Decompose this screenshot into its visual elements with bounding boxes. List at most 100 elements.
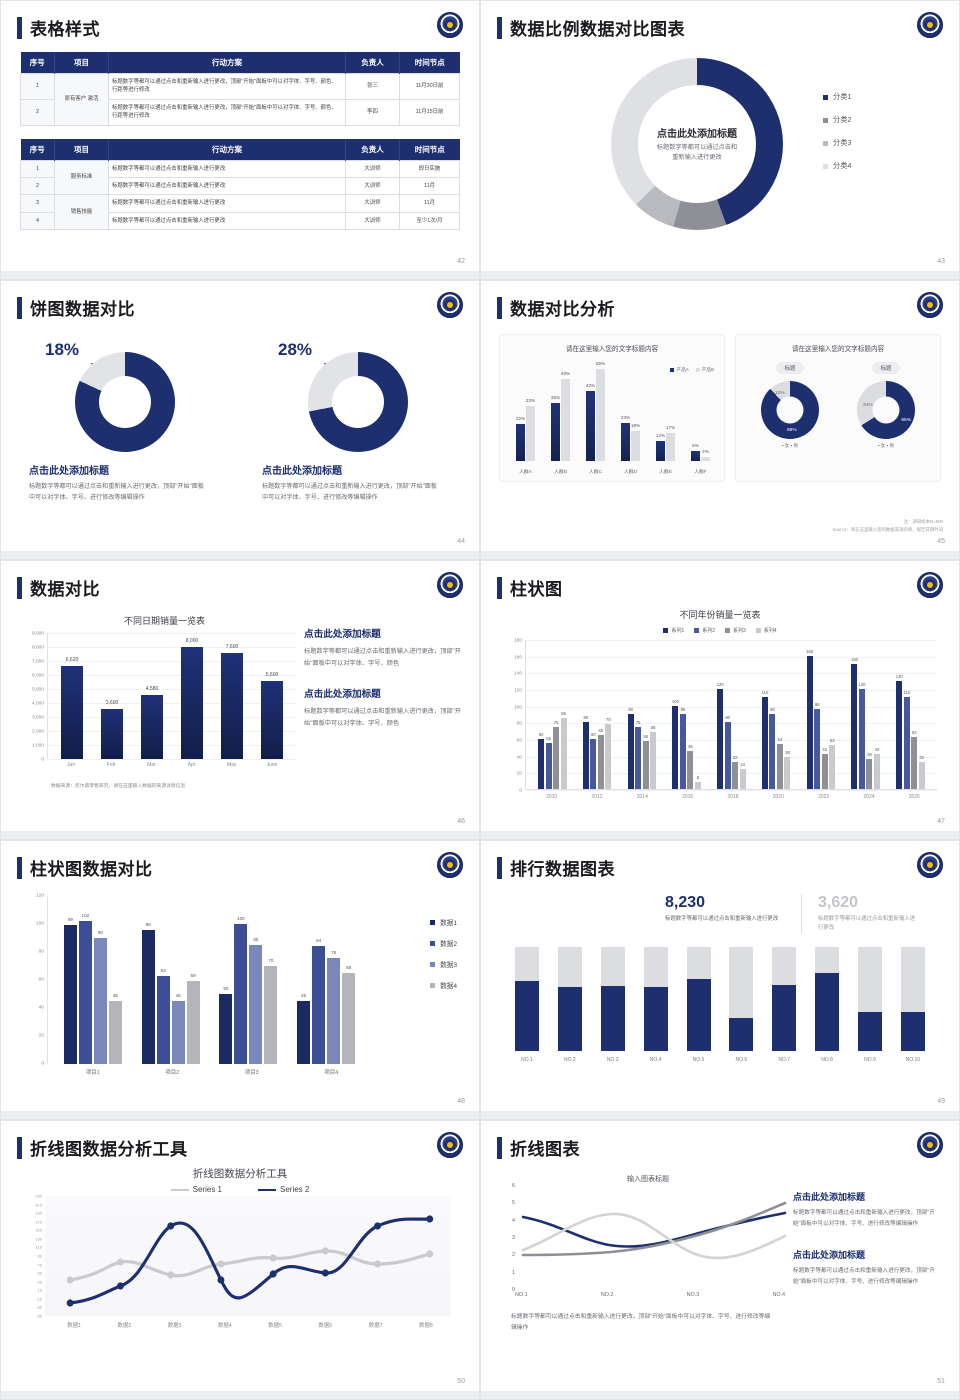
page-title: 折线图表 [510,1140,580,1159]
legend-item: 产品A [670,367,689,373]
bar-fill [729,1018,754,1052]
bar-value: 90 [97,930,103,935]
cell-owner: 大训师 [345,194,400,213]
bar-s3: 36 [866,752,873,789]
cell-no: 1 [20,159,55,178]
legend-label: 系列2 [702,628,715,634]
legend-swatch-icon [823,94,828,100]
table-row: 2 标题数字等都可以通过点击和重新输入进行更改，顶部"开始"面板中可以对字体、字… [20,98,460,126]
bar: 6,620 [61,657,83,759]
slide-header: 排行数据图表 [497,855,947,880]
bar-value: 96 [814,702,820,707]
cell-owner: 大训师 [345,176,400,196]
bar-s2: 110 [903,690,910,789]
bar-label: NO.2 [564,1057,576,1064]
plot-area: 9,000 8,000 7,000 6,000 5,000 4,000 3,00… [32,632,297,763]
title-accent-bar [17,1136,22,1159]
y-tick: 120 [35,893,44,899]
kpi-value: 3,620 [818,894,859,911]
grouped-bar-chart: 不同年份销量一览表 系列1 系列2 系列3 系列4 180 160 140 12… [493,608,947,800]
bar-value: 150 [850,657,858,662]
x-tick: 项目4 [324,1070,339,1076]
table-row: 3 销售技能 标题数字等都可以通过点击和重新输入进行更改 大训师 11月 [20,194,460,230]
series-2-points [66,1215,434,1307]
bar-value: 54 [777,737,783,742]
bar-track [858,947,882,1052]
x-tick: Apr [187,762,196,768]
bar-value: 18% [630,423,641,428]
slide-header: 柱状图数据对比 [17,855,467,880]
rank-bar: NO.9 [858,947,882,1063]
bar-value: 90 [770,707,775,712]
bars-area: 6,620 3,600 4,580 8,000 7,600 5,600 [52,633,292,759]
bar-group: 110 90 54 38 [762,690,791,789]
title-accent-bar [17,856,22,879]
bar-product-a: 12% [656,433,665,461]
bar-s1: 130 [896,674,903,789]
series-3-line [521,1212,787,1260]
bar-value: 5,600 [265,672,279,678]
rank-bar: NO.2 [557,947,582,1064]
donut-ring: 12% 88% [761,381,819,439]
bar-group: 6% 2% [686,443,716,461]
legend-label: 分类2 [833,115,852,124]
bar-value: 42 [874,747,880,752]
y-tick: 160 [513,655,522,661]
title-accent-bar [497,296,502,319]
bar-group: 35% 49% [546,371,576,461]
page-number: 48 [457,1098,465,1105]
page-title: 数据对比 [30,580,100,599]
bar-value: 23% [620,415,631,420]
kpi-row: 8,230 标题数字等都可以通过点击和重新输入进行更改 3,620 标题数字等都… [493,894,919,934]
donut-ring [611,58,783,230]
kpi-description: 标题数字等都可以通过点击和重新输入进行更改 [665,916,779,922]
x-tick: 数据7 [368,1323,383,1329]
table-row: 1 原有客户 激活 标题数字等都可以通过点击和重新输入进行更改，顶部"开始"面板… [20,73,460,126]
bar-s2: 80 [724,715,731,789]
bar-s2: 60 [590,732,597,789]
page-number: 45 [937,538,945,545]
rank-bar: NO.5 [686,947,711,1063]
slide-header: 折线图数据分析工具 [17,1135,467,1160]
y-tick: 140 [513,671,522,677]
y-tick: 80 [516,721,522,727]
pie-percent-label: 28% [278,340,313,359]
x-tick: 2010 [546,794,558,800]
legend-item: 数据3 [430,959,457,969]
donut-legend: ▪ 女 ▪ 男 [781,443,799,448]
bar-s1: 110 [762,690,768,789]
legend-swatch-icon [670,368,675,372]
cell-plan: 标题数字等都可以通过点击和重新输入进行更改，顶部"开始"面板中可以对字体、字号、… [108,98,346,126]
bar-s2: 90 [769,707,776,789]
y-tick: 60 [516,738,522,744]
bar-d4: 45 [108,993,122,1064]
bar-s4: 38 [784,750,791,789]
col-item: 项目 [54,138,109,160]
bar-d3: 85 [249,937,263,1064]
title-accent-bar [17,16,22,39]
bar-track [815,947,840,1052]
legend-label: 产品B [701,367,714,372]
x-axis-labels: 2010 2012 2014 2016 2018 2020 2022 2024 … [529,794,937,800]
panel-title: 请在这里输入您的文字标题内容 [791,346,885,353]
bar-value: 42% [585,383,596,388]
col-no: 序号 [20,52,55,74]
bar-s3: 46 [687,744,694,789]
x-tick: NO.1 [515,1292,528,1298]
bar-s3: 65 [597,728,604,789]
legend-label: 系列1 [671,628,685,634]
y-tick: 20 [516,771,522,777]
bar-group: 50 100 85 70 [219,916,278,1064]
bar-s1: 160 [806,649,813,789]
legend-label: 数据3 [440,962,457,969]
x-tick: 数据8 [418,1323,433,1329]
series-1-points [66,1247,434,1284]
bar-value: 12% [655,433,666,438]
bar-product-b: 2% [701,449,710,461]
rank-bar: NO.6 [729,947,754,1063]
bar-d2: 100 [234,916,248,1064]
page-title: 表格样式 [30,20,100,39]
cell-owner: 张三 [345,73,400,100]
